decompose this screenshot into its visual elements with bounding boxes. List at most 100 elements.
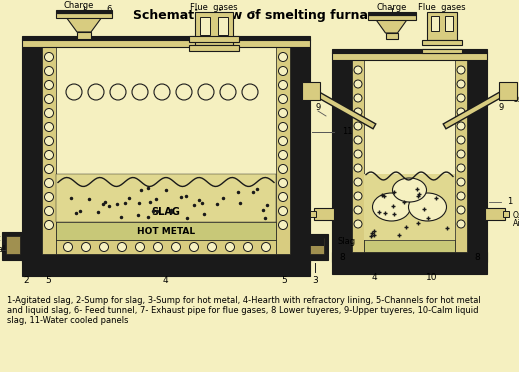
Circle shape <box>354 150 362 158</box>
Circle shape <box>354 94 362 102</box>
Bar <box>200 17 210 35</box>
Text: Schematic view of smelting furnace: Schematic view of smelting furnace <box>132 9 384 22</box>
Polygon shape <box>376 19 407 33</box>
Bar <box>56 13 112 18</box>
Bar <box>308 234 328 260</box>
Circle shape <box>279 94 288 103</box>
Bar <box>22 47 42 262</box>
Bar <box>386 33 398 39</box>
Text: Charge: Charge <box>64 1 94 10</box>
Circle shape <box>457 108 465 116</box>
Circle shape <box>354 192 362 200</box>
Circle shape <box>63 243 73 251</box>
Circle shape <box>279 179 288 187</box>
Bar <box>352 60 364 252</box>
Text: 2: 2 <box>23 276 29 285</box>
Circle shape <box>279 137 288 145</box>
Circle shape <box>354 108 362 116</box>
Bar <box>56 174 276 222</box>
Bar <box>332 52 487 60</box>
Circle shape <box>225 243 235 251</box>
Circle shape <box>354 220 362 228</box>
Bar <box>485 208 505 220</box>
Circle shape <box>354 164 362 172</box>
Circle shape <box>457 94 465 102</box>
Bar <box>56 47 276 240</box>
Ellipse shape <box>392 178 427 202</box>
Text: 4: 4 <box>162 276 168 285</box>
Bar <box>332 60 352 262</box>
Text: 3: 3 <box>312 276 318 285</box>
Bar <box>364 174 455 240</box>
Circle shape <box>45 137 53 145</box>
Circle shape <box>262 243 270 251</box>
Text: 1-Agitated slag, 2-Sump for slag, 3-Sump for hot metal, 4-Hearth with refractory: 1-Agitated slag, 2-Sump for slag, 3-Sump… <box>7 296 481 305</box>
Text: HOT METAL: HOT METAL <box>137 227 195 235</box>
Circle shape <box>132 84 148 100</box>
Circle shape <box>354 206 362 214</box>
Circle shape <box>135 243 144 251</box>
Circle shape <box>45 221 53 230</box>
Circle shape <box>45 206 53 215</box>
Bar <box>421 40 461 45</box>
Circle shape <box>81 243 90 251</box>
Polygon shape <box>310 238 324 246</box>
Circle shape <box>242 84 258 100</box>
Bar <box>22 36 310 40</box>
Circle shape <box>189 243 198 251</box>
Circle shape <box>279 52 288 61</box>
Text: Hot
metal: Hot metal <box>0 234 5 254</box>
Bar <box>444 16 453 31</box>
Text: 10: 10 <box>426 273 438 282</box>
Circle shape <box>457 150 465 158</box>
Text: 9: 9 <box>498 103 503 112</box>
Bar <box>276 47 290 254</box>
Text: Slag: Slag <box>338 237 356 247</box>
Text: Charge: Charge <box>376 3 407 13</box>
Bar <box>189 36 239 42</box>
Circle shape <box>45 151 53 160</box>
Text: Flue  gases: Flue gases <box>418 3 466 12</box>
Text: slag, 11-Water cooled panels: slag, 11-Water cooled panels <box>7 316 129 325</box>
Circle shape <box>45 122 53 131</box>
Bar <box>427 12 457 40</box>
Circle shape <box>279 206 288 215</box>
Bar <box>6 236 20 254</box>
Bar <box>189 45 239 51</box>
Circle shape <box>45 80 53 90</box>
Circle shape <box>243 243 253 251</box>
Bar <box>455 60 467 252</box>
Text: Air: Air <box>513 218 519 228</box>
Bar <box>42 47 56 254</box>
Text: SLAG: SLAG <box>152 207 181 217</box>
Bar <box>332 252 487 274</box>
Bar <box>56 222 276 240</box>
Bar <box>56 10 112 13</box>
Circle shape <box>354 122 362 130</box>
Circle shape <box>171 243 181 251</box>
Circle shape <box>279 122 288 131</box>
Text: 5: 5 <box>281 276 287 285</box>
Bar <box>22 39 310 47</box>
Circle shape <box>208 243 216 251</box>
Circle shape <box>279 151 288 160</box>
Circle shape <box>354 66 362 74</box>
Circle shape <box>154 84 170 100</box>
Ellipse shape <box>373 193 411 221</box>
Circle shape <box>45 192 53 202</box>
Circle shape <box>457 136 465 144</box>
Polygon shape <box>66 17 102 32</box>
Circle shape <box>457 80 465 88</box>
Text: 5: 5 <box>45 276 51 285</box>
Circle shape <box>45 67 53 76</box>
Text: Oxygen: Oxygen <box>513 96 519 105</box>
Circle shape <box>457 164 465 172</box>
Circle shape <box>354 178 362 186</box>
Text: Oxygen: Oxygen <box>513 212 519 221</box>
Bar <box>218 17 228 35</box>
Bar <box>421 49 461 53</box>
Bar <box>290 47 310 262</box>
Text: Flue  gases: Flue gases <box>190 3 238 12</box>
Circle shape <box>457 122 465 130</box>
Circle shape <box>45 164 53 173</box>
